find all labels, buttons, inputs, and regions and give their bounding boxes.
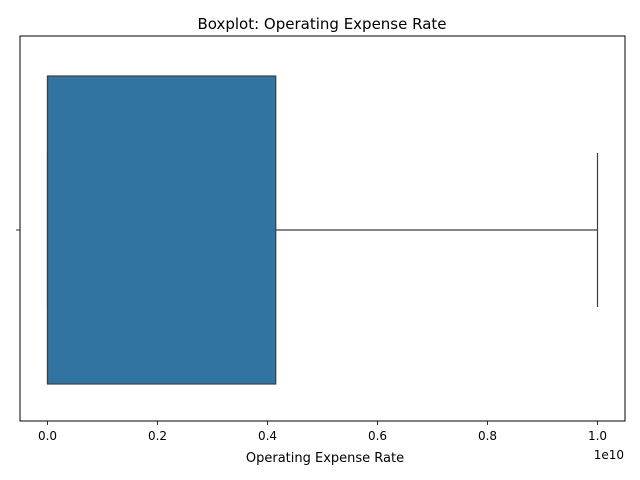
plot-area [46,75,599,385]
x-axis-offset-label: 1e10 [594,448,624,462]
x-tick-label: 1.0 [588,429,607,443]
x-axis-label: Operating Expense Rate [246,451,404,466]
axes-frame [19,35,626,422]
x-axis-ticks: 0.0 0.2 0.4 0.6 0.8 1.0 [38,421,607,443]
x-tick-label: 0.6 [368,429,387,443]
x-tick-label: 0.0 [38,429,57,443]
x-tick-label: 0.4 [258,429,277,443]
chart-title: Boxplot: Operating Expense Rate [197,15,446,33]
iqr-box [46,75,277,385]
x-tick-label: 0.2 [148,429,167,443]
x-tick-label: 0.8 [478,429,497,443]
